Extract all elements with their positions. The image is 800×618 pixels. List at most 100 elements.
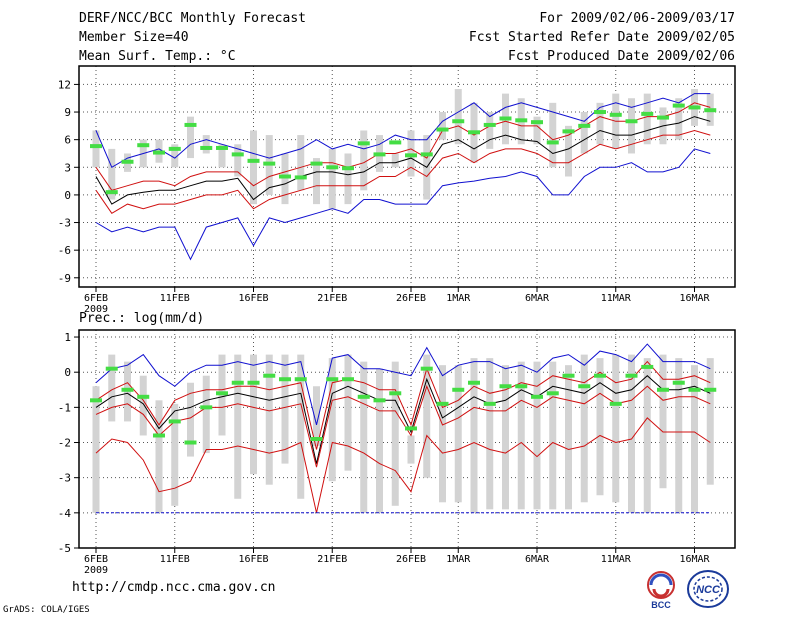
temp-obs-marker [121,159,134,164]
temp-line-upper [95,102,711,191]
temp-ensemble-box [92,130,100,168]
prec-xtick-label: 11FEB [160,554,190,565]
temp-ytick-label: -6 [58,244,71,257]
temp-ensemble-box [486,112,494,149]
prec-ensemble-box [565,365,572,510]
prec-obs-marker [326,377,339,382]
prec-ytick-label: -4 [58,507,72,520]
temp-ensemble-box [328,148,336,209]
temp-ytick-label: 0 [64,189,71,202]
temp-xtick-label: 11FEB [160,293,190,304]
prec-ensemble-box [171,403,179,506]
temp-ensemble-box [171,144,179,168]
temp-ensemble-box [202,135,210,154]
prec-obs-marker [310,437,323,441]
prec-xtick-label: 11MAR [601,554,632,565]
prec-ytick-label: 0 [64,366,71,379]
produced-date: Fcst Produced Date 2009/02/06 [508,49,735,64]
prec-xtick-label: 6FEB [84,554,108,565]
temp-obs-marker [515,118,528,123]
temp-obs-marker [279,174,291,179]
prec-obs-marker [483,401,496,406]
prec-ensemble-box [502,365,509,510]
ncc-logo: NCC [687,570,729,608]
chart-title: DERF/NCC/BCC Monthly Forecast [79,11,306,26]
prec-ensemble-box [234,354,242,499]
prec-ytick-label: -3 [58,472,71,485]
prec-ensemble-box [423,354,431,478]
prec-ensemble-box [313,386,320,447]
ncc-logo-text: NCC [696,584,721,596]
temp-ensemble-box [108,148,116,200]
temp-obs-marker [247,158,260,163]
prec-ensemble-box [580,354,588,503]
prec-ensemble-box [628,354,635,513]
prec-ensemble-box [92,386,100,513]
prec-obs-marker [578,384,591,389]
temp-obs-marker [153,150,165,155]
temp-ensemble-box [281,153,289,205]
temp-obs-marker [405,153,417,158]
prec-obs-marker [562,373,575,378]
temp-ensemble-box [565,125,572,177]
prec-obs-marker [105,366,118,371]
prec-ensemble-box [407,435,415,464]
temp-ytick-label: 12 [58,78,71,91]
temp-ensemble-box [250,130,257,205]
temp-ytick-label: 9 [64,106,71,119]
prec-ytick-label: -1 [58,401,71,414]
temp-ensemble-box [596,102,604,145]
temp-xtick-label: 16MAR [679,293,710,304]
temp-ytick-label: 3 [64,161,71,174]
prec-line-upper [95,360,711,450]
prec-line-max [95,343,711,426]
prec-ytick-label: 1 [64,331,71,344]
temp-ensemble-box [360,130,368,191]
temp-obs-marker [310,161,323,166]
prec-ensemble-box [454,365,462,503]
temp-obs-marker [168,146,181,151]
website-url[interactable]: http://cmdp.ncc.cma.gov.cn [72,580,276,595]
temp-obs-marker [499,116,512,121]
prec-ensemble-box [328,358,336,482]
grads-credit: GrADS: COLA/IGES [3,605,90,615]
prec-frame [78,329,736,549]
prec-ensemble-box [297,354,305,499]
prec-ensemble-box [486,358,494,510]
temp-obs-marker [546,140,559,145]
temp-obs-marker [688,105,701,110]
prec-line-min [95,417,711,513]
temp-ensemble-box [439,112,446,140]
prec-ensemble-box [470,358,478,513]
prec-obs-marker [688,387,701,392]
prec-ensemble-box [596,358,604,496]
temp-obs-marker [594,110,606,115]
prec-ensemble-box [155,400,163,513]
temp-panel: -9 -6 -3 0 3 6 9 12 6FEB 11FEB 16FEB 21FEB 26FEB 1MAR… [58,65,736,315]
prec-obs-marker [216,391,228,396]
prec-obs-marker [420,366,433,371]
temp-obs-marker [137,143,150,148]
temp-ytick-label: 6 [64,134,71,147]
prec-ensemble-box [250,354,257,475]
prec-obs-marker [405,426,417,431]
prec-obs-marker [625,373,638,378]
prec-obs-marker [137,394,150,399]
prec-ensemble-box [202,375,210,454]
temp-line-min [95,148,711,261]
bcc-logo-text: BCC [651,600,671,610]
temp-xtick-label: 21FEB [317,293,347,304]
prec-year-label: 2009 [84,565,108,576]
prec-line-mean [95,375,711,464]
prec-ensemble-box [281,354,289,464]
variable-label: Mean Surf. Temp.: °C [79,49,236,64]
temp-obs-marker [389,140,402,145]
prec-ensemble-box [691,365,698,513]
prec-obs-marker [294,377,307,382]
prec-obs-marker [657,387,669,392]
temp-obs-marker [468,130,480,135]
temp-obs-marker [357,141,370,146]
temp-ytick-label: -9 [58,272,71,285]
prec-ensemble-box [706,358,714,485]
